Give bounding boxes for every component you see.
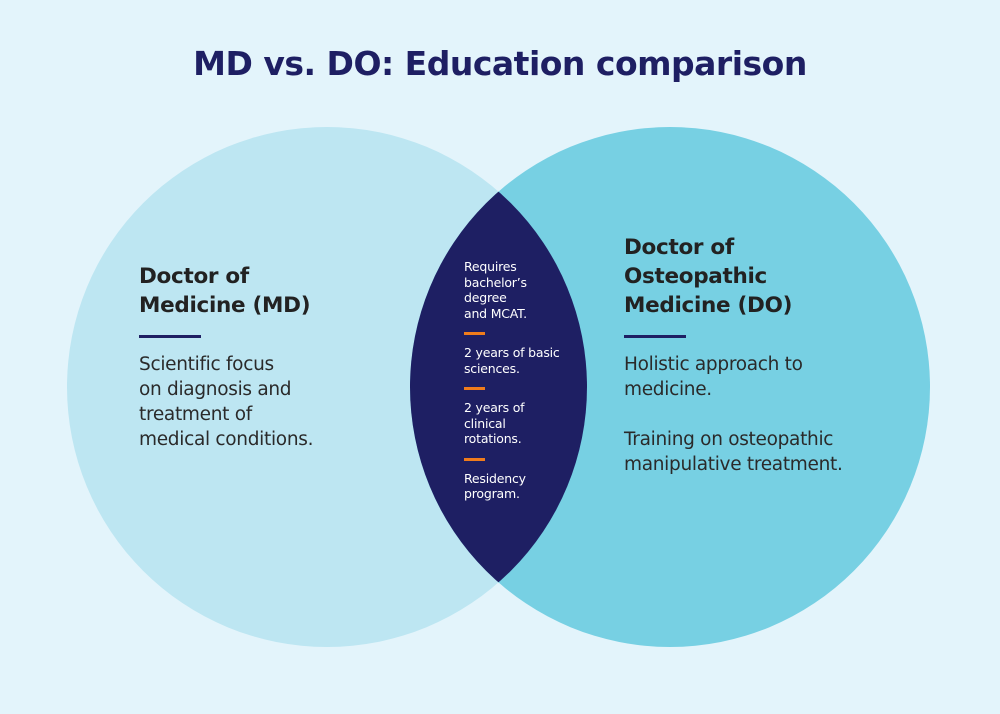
shared-requirements: Requires bachelor’s degree and MCAT. 2 y… bbox=[464, 259, 584, 502]
shared-item-line: Requires bbox=[464, 259, 517, 274]
shared-item-bachelors-mcat: Requires bachelor’s degree and MCAT. bbox=[464, 259, 584, 321]
do-description-line: Holistic approach to bbox=[624, 354, 803, 375]
do-heading: Doctor of Osteopathic Medicine (DO) bbox=[624, 233, 904, 320]
shared-item-line: degree bbox=[464, 290, 507, 305]
do-panel: Doctor of Osteopathic Medicine (DO) Holi… bbox=[624, 233, 904, 477]
md-heading-line: Medicine (MD) bbox=[139, 293, 311, 318]
shared-item-line: rotations. bbox=[464, 431, 522, 446]
do-description-line: Training on osteopathic bbox=[624, 429, 834, 450]
do-divider bbox=[624, 335, 686, 338]
shared-item-line: bachelor’s bbox=[464, 274, 527, 290]
do-description-omt: Training on osteopathic manipulative tre… bbox=[624, 427, 904, 477]
md-description-line: treatment of bbox=[139, 404, 252, 425]
md-divider bbox=[139, 335, 201, 338]
shared-item-line: clinical bbox=[464, 415, 506, 431]
shared-item-line: and MCAT. bbox=[464, 305, 527, 321]
page-title: MD vs. DO: Education comparison bbox=[193, 44, 807, 83]
do-description-line: manipulative treatment. bbox=[624, 454, 843, 475]
md-description-line: on diagnosis and bbox=[139, 379, 292, 400]
md-heading: Doctor of Medicine (MD) bbox=[139, 262, 369, 320]
md-description: Scientific focus on diagnosis and treatm… bbox=[139, 352, 369, 452]
orange-divider bbox=[464, 332, 485, 335]
shared-item-line: sciences. bbox=[464, 360, 520, 376]
shared-item-line: 2 years of basic bbox=[464, 345, 560, 360]
shared-item-clinical-rotations: 2 years of clinical rotations. bbox=[464, 400, 584, 447]
orange-divider bbox=[464, 457, 485, 461]
md-description-line: medical conditions. bbox=[139, 429, 314, 450]
shared-item-line: program. bbox=[464, 486, 520, 501]
shared-item-residency: Residency program. bbox=[464, 471, 584, 502]
orange-divider bbox=[464, 387, 485, 390]
md-description-line: Scientific focus bbox=[139, 354, 274, 375]
overlap-region bbox=[410, 127, 587, 647]
do-description-line: medicine. bbox=[624, 379, 712, 400]
do-heading-line: Medicine (DO) bbox=[624, 293, 793, 318]
md-panel: Doctor of Medicine (MD) Scientific focus… bbox=[139, 262, 369, 452]
md-heading-line: Doctor of bbox=[139, 264, 249, 289]
shared-item-line: Residency bbox=[464, 470, 526, 486]
do-heading-line: Osteopathic bbox=[624, 264, 768, 289]
do-description-holistic: Holistic approach to medicine. bbox=[624, 352, 904, 402]
do-heading-line: Doctor of bbox=[624, 235, 734, 260]
shared-item-basic-sciences: 2 years of basic sciences. bbox=[464, 345, 584, 376]
shared-item-line: 2 years of bbox=[464, 400, 525, 415]
